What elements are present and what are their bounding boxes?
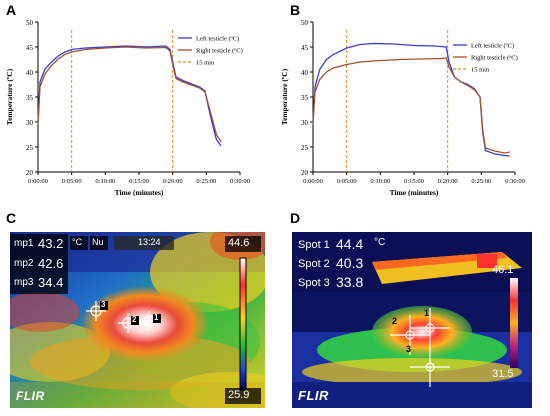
chart-a-ytick-label: 20 (26, 169, 34, 177)
scale-max-c: 44.6 (228, 237, 250, 249)
time-c: 13:24 (138, 237, 161, 247)
chart-a-xtick-label: 0:20:00 (163, 178, 183, 185)
chart-b-xtick-label: 0:00:00 (303, 178, 323, 185)
chart-b-legend-label: Left testicle (ºC) (471, 43, 514, 50)
panel-letter-c: C (6, 210, 17, 226)
chart-a-xtick-label: 0:30:00 (230, 178, 250, 185)
thermal-scene-d (292, 232, 532, 408)
chart-a-ytick-label: 35 (26, 94, 34, 102)
unit-c: °C (72, 237, 83, 247)
chart-b-ytick-label: 20 (301, 169, 309, 177)
chart-b-xtick-label: 0:15:00 (404, 178, 424, 185)
readout-d-value-3: 33.8 (336, 274, 364, 290)
chart-a-ytick-label: 40 (26, 69, 34, 77)
chart-b-ytick-label: 35 (301, 94, 309, 102)
scale-min-c: 25.9 (228, 389, 250, 401)
chart-b-xtick-label: 0:20:00 (438, 178, 458, 185)
chart-a-series-line (37, 46, 222, 143)
chart-b-legend-label: Right testicle (ºC) (471, 55, 518, 62)
readout-c-label-2: mp2 (14, 258, 34, 269)
scale-max-d: 46.1 (492, 264, 514, 276)
chart-b-xtick-label: 0:25:00 (471, 178, 491, 185)
readout-d-value-2: 40.3 (336, 255, 364, 271)
panel-letter-a: A (6, 2, 17, 18)
chart-b-legend-label: 15 min (471, 67, 490, 74)
thermal-image-c: 3 2 1 mp1 43.2 mp2 42.6 mp3 34.4 °C Nu 1… (10, 232, 265, 408)
readout-c-value-2: 42.6 (38, 256, 64, 271)
readout-c-value-1: 43.2 (38, 236, 64, 251)
readout-d-value-1: 44.4 (336, 236, 364, 252)
chart-a-legend-label: Left testicle (ºC) (196, 36, 239, 43)
chart-a-ytick-label: 25 (26, 144, 34, 152)
mode-c: Nu (92, 237, 104, 247)
chart-b-xtick-label: 0:10:00 (370, 178, 390, 185)
chart-b-ytick-label: 40 (301, 69, 309, 77)
chart-b-xlabel: Time (minutes) (390, 188, 439, 197)
marker-d-2: 2 (392, 316, 398, 326)
panel-letter-d: D (290, 210, 301, 226)
chart-a-series-line (37, 45, 222, 147)
chart-a-ylabel: Temperature (ºC) (5, 68, 14, 125)
readout-box-c (10, 234, 68, 294)
readout-d-label-1: Spot 1 (298, 239, 330, 251)
chart-b-ytick-label: 50 (301, 19, 309, 27)
chart-a-xtick-label: 0:00:00 (28, 178, 48, 185)
panel-letter-b: B (290, 2, 301, 18)
readout-d-label-3: Spot 3 (298, 277, 330, 289)
scale-max-box-c (225, 236, 261, 252)
unit-box-c (70, 236, 88, 250)
chart-a-xtick-label: 0:10:00 (95, 178, 115, 185)
chart-a-legend-label: Right testicle (ºC) (196, 48, 243, 55)
chart-a-legend-label: 15 min (196, 60, 215, 67)
chart-a: 20 25 30 35 40 45 50 0:00:00 0:05:00 0:10:00 0:15:… (5, 19, 250, 197)
flir-logo-d: FLIR (298, 388, 329, 403)
chart-a-ytick-label: 30 (26, 119, 34, 127)
marker-d-3: 3 (406, 344, 412, 354)
chart-b-ytick-label: 25 (301, 144, 309, 152)
chart-b-ylabel: Temperature (ºC) (280, 68, 289, 125)
scale-min-d: 31.5 (492, 368, 514, 380)
chart-b-series-line (312, 57, 510, 154)
readout-c-value-3: 34.4 (38, 275, 64, 290)
chart-a-xtick-label: 0:05:00 (62, 178, 82, 185)
chart-a-ytick-label: 45 (26, 44, 34, 52)
chart-a-xlabel: Time (minutes) (115, 188, 164, 197)
chart-b-ytick-label: 30 (301, 119, 309, 127)
time-box-c (114, 236, 174, 250)
scale-min-box-c (225, 388, 261, 404)
marker-c-2: 2 (132, 315, 137, 324)
flir-logo-c: FLIR (16, 389, 45, 403)
chart-b: 20 25 30 35 40 45 50 0:00:00 0:05:00 0:10:00 0:15:… (280, 19, 525, 197)
thermal-image-d: 1 2 3 Spot 1 44.4 °C Spot 2 40.3 Spot 3 … (292, 232, 532, 408)
unit-d: °C (374, 237, 386, 248)
marker-c-3: 3 (101, 300, 106, 309)
chart-b-xtick-label: 0:05:00 (337, 178, 357, 185)
marker-d-1: 1 (424, 308, 430, 318)
mode-box-c (90, 236, 108, 250)
chart-b-ytick-label: 45 (301, 44, 309, 52)
marker-c-1: 1 (154, 313, 159, 322)
chart-a-ytick-label: 50 (26, 19, 34, 27)
readout-d-label-2: Spot 2 (298, 258, 330, 270)
chart-a-xtick-label: 0:25:00 (196, 178, 216, 185)
chart-a-xtick-label: 0:15:00 (129, 178, 149, 185)
readout-c-label-1: mp1 (14, 238, 34, 249)
readout-c-label-3: mp3 (14, 277, 34, 288)
chart-b-xtick-label: 0:30:00 (505, 178, 525, 185)
